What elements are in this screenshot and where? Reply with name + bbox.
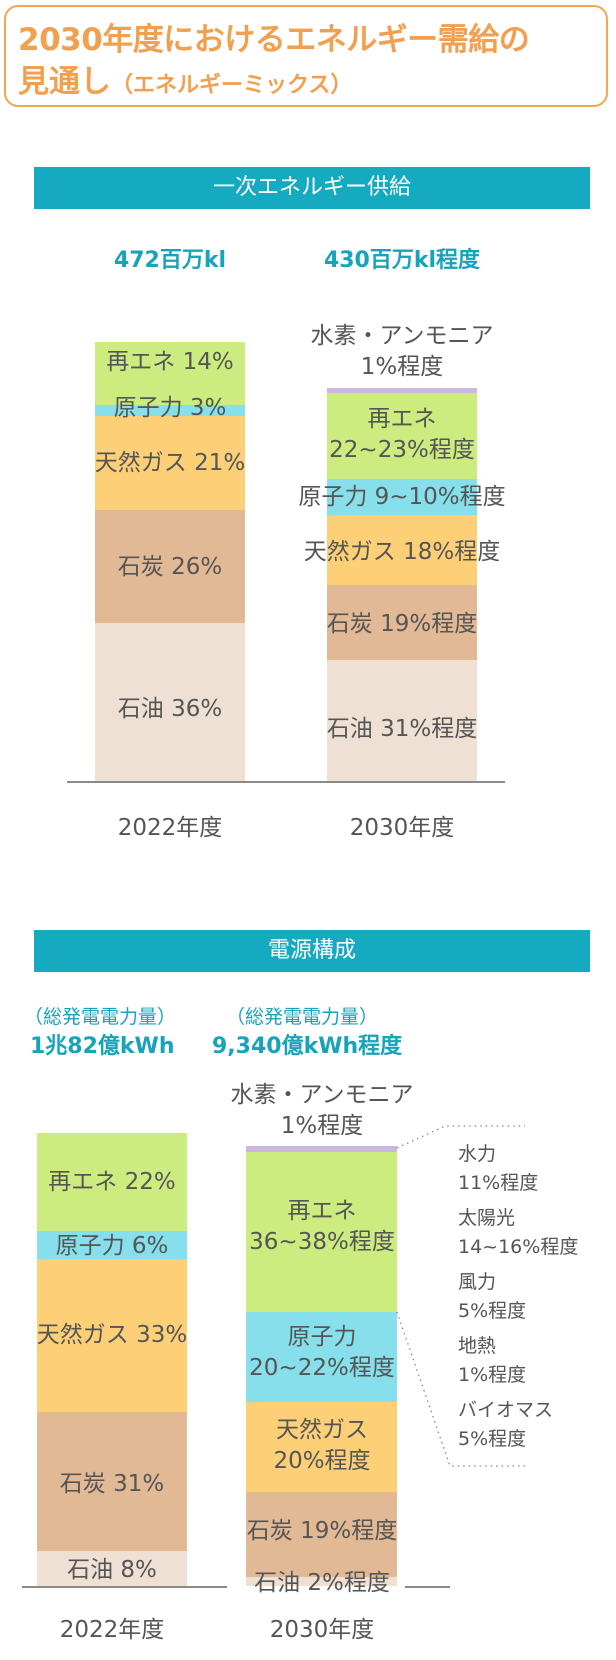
breakdown-hydro-name: 水力 [458,1143,497,1165]
primary-bar-2030 [327,388,477,782]
label-oil-2030: 石油 31%程度 [326,716,478,742]
label-renewables-2030-line2: 22~23%程度 [329,437,475,463]
segment-oil [246,1577,397,1586]
label-gas-2022: 天然ガス 21% [94,450,246,476]
label-renewables-2022: 再エネ 14% [106,349,234,375]
label-h2-2030-line1: 水素・アンモニア [230,1082,414,1108]
label-oil-2030: 石油 2%程度 [254,1570,390,1596]
segment-nuclear [246,1312,397,1402]
label-h2-2030-line2: 1%程度 [360,354,444,380]
primary-total-2030: 430百万kl程度 [323,248,481,273]
page-title-sub: （エネルギーミックス） [111,73,353,98]
segment-hydrogen-ammonia [327,388,477,393]
segment-renewables [95,342,245,405]
label-gas-2030-line1: 天然ガス [276,1417,368,1443]
label-nuclear-2022: 原子力 6% [55,1233,169,1259]
page-title-line1: 2030年度におけるエネルギー需給の [18,22,530,58]
label-renewables-2030-line1: 再エネ [367,406,437,432]
title-box [4,5,608,107]
breakdown-wind-value: 5%程度 [458,1300,527,1322]
segment-renewables [37,1133,187,1231]
label-h2-2030-line2: 1%程度 [280,1113,364,1139]
label-coal-2022: 石炭 31% [59,1471,165,1497]
label-coal-2022: 石炭 26% [117,554,223,580]
primary-axis-baseline [67,781,505,783]
power-bar-2030 [246,1146,397,1586]
page-title-main: 見通し [18,64,111,100]
segment-gas [95,416,245,510]
breakdown-solar-value: 14~16%程度 [458,1236,579,1258]
segment-renewables [246,1152,397,1312]
segment-coal [246,1492,397,1577]
power-bar-2022 [37,1133,187,1586]
label-coal-2030: 石炭 19%程度 [246,1518,398,1544]
label-h2-2030-line1: 水素・アンモニア [310,323,494,349]
breakdown-solar-name: 太陽光 [458,1207,516,1229]
power-axis-baseline-left [22,1586,227,1588]
label-oil-2022: 石油 8% [67,1557,157,1583]
breakdown-biomass-value: 5%程度 [458,1428,527,1450]
label-nuclear-2030-line2: 20~22%程度 [249,1355,395,1381]
primary-xlabel-2022: 2022年度 [117,815,223,841]
label-coal-2030: 石炭 19%程度 [326,611,478,637]
breakdown-hydro-value: 11%程度 [458,1172,539,1194]
primary-bar-2022 [95,342,245,782]
label-renewables-2030-line2: 36~38%程度 [249,1229,395,1255]
power-axis-baseline-right [405,1586,450,1588]
power-xlabel-2022: 2022年度 [59,1617,165,1643]
primary-total-2022: 472百万kl [113,248,227,273]
breakdown-geothermal-name: 地熱 [458,1335,497,1357]
power-total-2022: 1兆82億kWh [30,1034,175,1059]
label-nuclear-2022: 原子力 3% [113,395,227,421]
breakdown-geothermal-value: 1%程度 [458,1364,527,1386]
segment-nuclear [95,405,245,416]
segment-renewables [327,393,477,479]
label-renewables-2022: 再エネ 22% [48,1169,176,1195]
label-oil-2022: 石油 36% [117,696,223,722]
segment-coal [95,510,245,623]
segment-gas [37,1259,187,1412]
label-gas-2030-line2: 20%程度 [273,1448,371,1474]
segment-nuclear [327,479,477,515]
page-title-line2: 見通し（エネルギーミックス） [18,56,352,101]
breakdown-biomass-name: バイオマス [458,1399,554,1421]
segment-hydrogen-ammonia [246,1146,397,1152]
segment-oil [327,660,477,782]
segment-coal [327,585,477,660]
power-total-label-2030: （総発電電力量） [226,1006,379,1028]
label-gas-2022: 天然ガス 33% [36,1322,188,1348]
label-nuclear-2030-line1: 原子力 [287,1324,357,1350]
power-mix-banner: 電源構成 [34,930,590,972]
label-renewables-2030-line1: 再エネ [287,1198,357,1224]
power-xlabel-2030: 2030年度 [269,1617,375,1643]
segment-oil [95,623,245,782]
power-total-2030: 9,340億kWh程度 [212,1034,403,1059]
segment-gas [246,1402,397,1492]
primary-xlabel-2030: 2030年度 [349,815,455,841]
power-total-label-2022: （総発電電力量） [24,1006,177,1028]
segment-oil [37,1551,187,1586]
segment-coal [37,1412,187,1551]
segment-nuclear [37,1231,187,1259]
label-gas-2030: 天然ガス 18%程度 [303,539,501,565]
label-nuclear-2030: 原子力 9~10%程度 [298,484,506,510]
segment-gas [327,515,477,585]
breakdown-wind-name: 風力 [458,1271,497,1293]
primary-energy-banner: 一次エネルギー供給 [34,167,590,209]
